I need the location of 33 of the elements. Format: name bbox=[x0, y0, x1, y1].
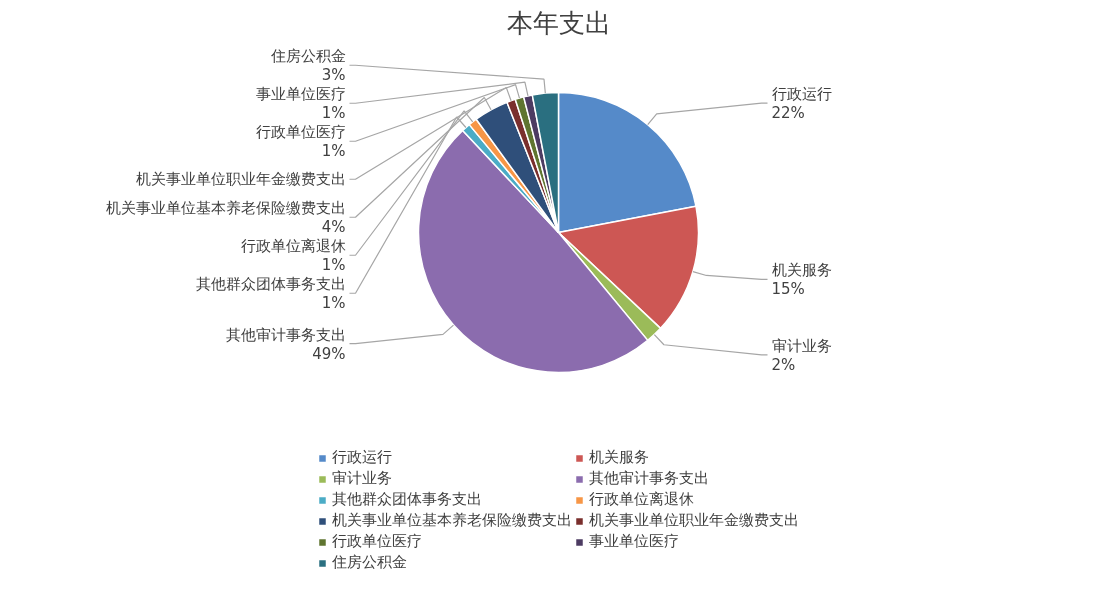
slice-label: 其他审计事务支出 bbox=[225, 325, 346, 344]
data-label: 1% bbox=[321, 142, 346, 161]
slice-label: 机关服务 bbox=[771, 261, 832, 280]
data-label: 4% bbox=[321, 218, 346, 237]
legend-label: 机关服务 bbox=[589, 448, 649, 467]
legend-label: 机关事业单位基本养老保险缴费支出 bbox=[332, 511, 572, 530]
legend-label: 事业单位医疗 bbox=[589, 532, 679, 551]
slice-label: 住房公积金 bbox=[269, 47, 346, 66]
slice-label: 事业单位医疗 bbox=[255, 85, 346, 104]
data-label: 1% bbox=[321, 256, 346, 275]
slice-label: 审计业务 bbox=[771, 336, 832, 355]
slice-label: 机关事业单位基本养老保险缴费支出 bbox=[105, 199, 346, 218]
legend-label: 审计业务 bbox=[332, 469, 392, 488]
legend-label: 其他审计事务支出 bbox=[589, 469, 709, 488]
data-label: 1% bbox=[321, 294, 346, 313]
slice-label: 机关事业单位职业年金缴费支出 bbox=[135, 170, 346, 189]
slice-label: 行政单位离退休 bbox=[240, 237, 346, 256]
data-label: 49% bbox=[312, 344, 346, 363]
legend-label: 其他群众团体事务支出 bbox=[332, 490, 482, 509]
slice-label: 行政运行 bbox=[771, 85, 832, 104]
data-label: 15% bbox=[771, 280, 805, 299]
legend-label: 行政单位医疗 bbox=[332, 532, 422, 551]
chart-title: 本年支出 bbox=[506, 7, 611, 38]
data-label: 22% bbox=[771, 104, 805, 123]
data-label: 3% bbox=[321, 66, 346, 85]
legend-label: 行政单位离退休 bbox=[589, 490, 694, 509]
data-label: 1% bbox=[321, 104, 346, 123]
slice-label: 其他群众团体事务支出 bbox=[195, 275, 346, 294]
data-label: 2% bbox=[771, 355, 796, 374]
legend-label: 住房公积金 bbox=[332, 553, 407, 572]
legend-label: 行政运行 bbox=[332, 448, 392, 467]
slice-label: 行政单位医疗 bbox=[255, 123, 346, 142]
legend-label: 机关事业单位职业年金缴费支出 bbox=[589, 511, 799, 530]
